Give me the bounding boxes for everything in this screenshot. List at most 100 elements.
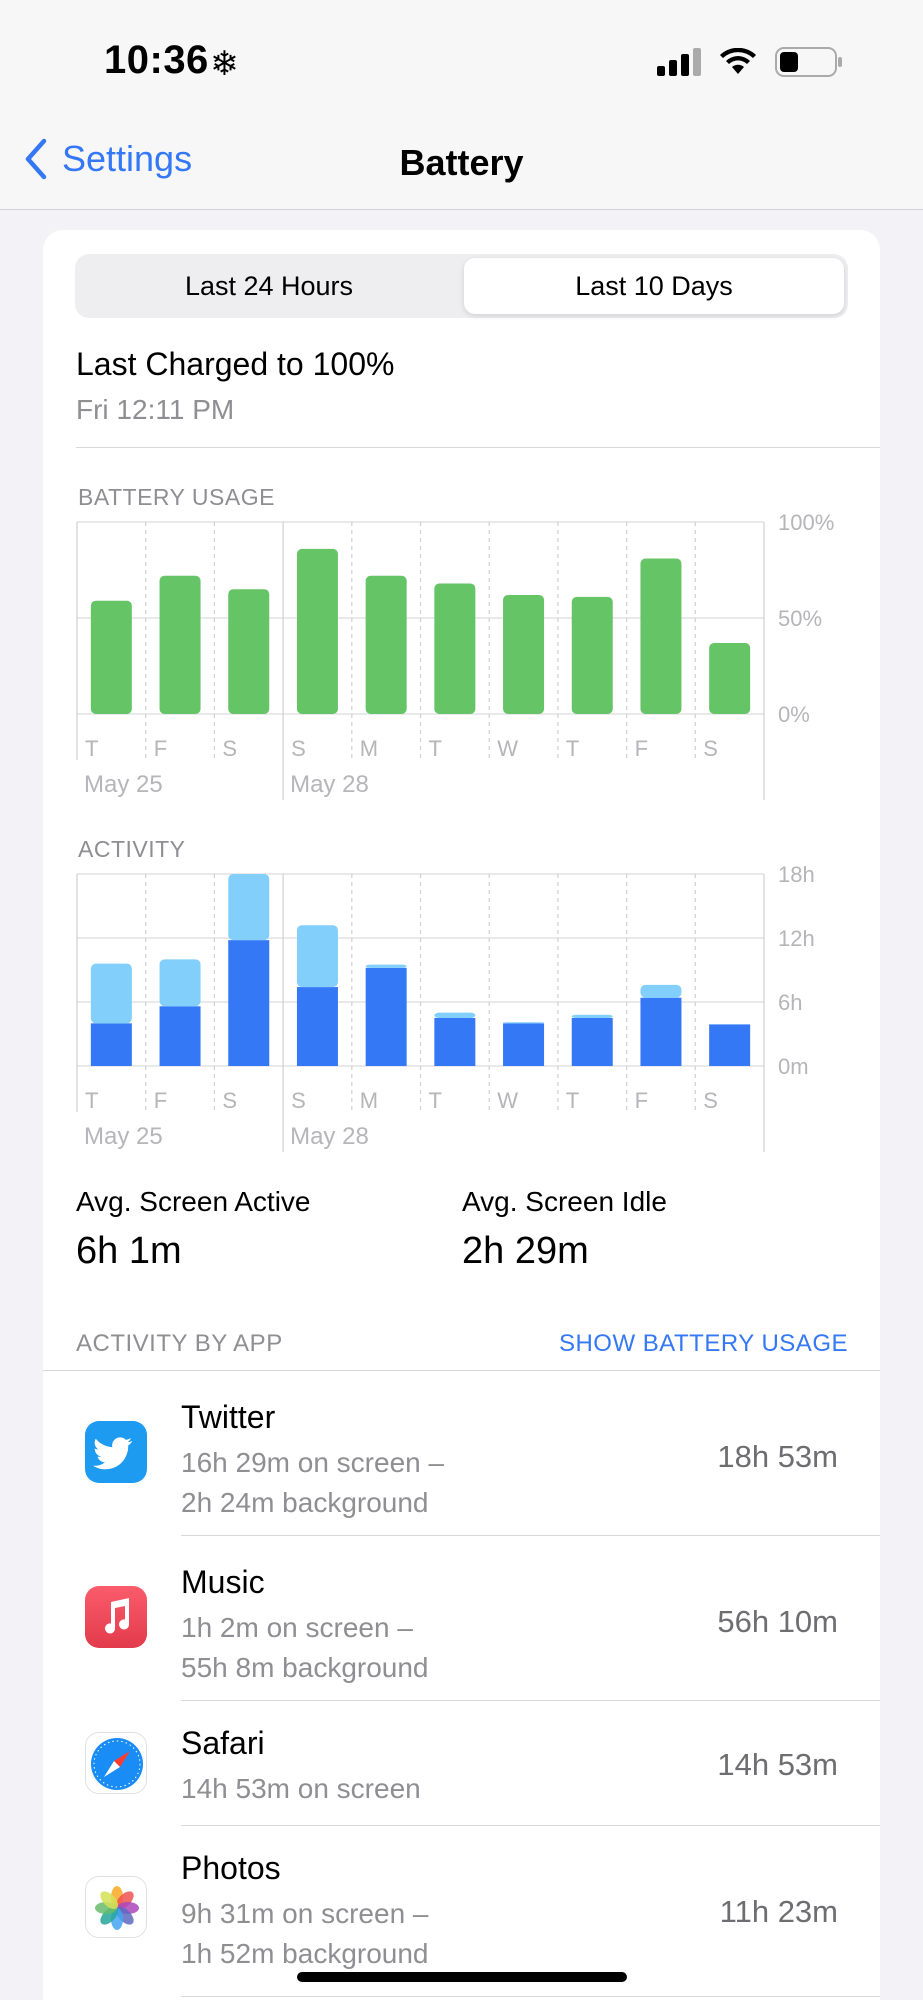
- battery-x-tick-label: F: [154, 736, 167, 761]
- app-total-time: 56h 10m: [717, 1604, 838, 1639]
- music-icon: [85, 1586, 147, 1648]
- battery-x-tick-label: W: [497, 736, 518, 761]
- avg-screen-idle-label: Avg. Screen Idle: [462, 1186, 667, 1217]
- avg-screen-active-value: 6h 1m: [76, 1230, 182, 1272]
- battery-bar: [90, 600, 132, 714]
- activity-x-tick-label: W: [497, 1088, 518, 1113]
- activity-y-tick-label: 6h: [778, 990, 802, 1015]
- app-detail: 1h 2m on screen –: [181, 1612, 413, 1643]
- battery-bar: [503, 594, 545, 714]
- battery-x-tick-label: S: [291, 736, 306, 761]
- battery-x-tick-label: T: [566, 736, 579, 761]
- battery-x-tick-label: T: [429, 736, 442, 761]
- avg-screen-active-label: Avg. Screen Active: [76, 1186, 311, 1217]
- time-range-segmented-control: Last 24 Hours Last 10 Days: [75, 254, 848, 318]
- activity-bar: [365, 967, 407, 1066]
- battery-bar: [571, 596, 613, 714]
- divider: [76, 447, 880, 448]
- activity-label: ACTIVITY: [78, 836, 186, 862]
- app-row-twitter[interactable]: Twitter 16h 29m on screen – 2h 24m backg…: [43, 1371, 880, 1535]
- divider: [181, 1700, 880, 1701]
- activity-bar: [571, 1018, 613, 1066]
- battery-x-tick-label: S: [222, 736, 237, 761]
- app-name: Safari: [181, 1725, 265, 1761]
- divider: [181, 1825, 880, 1826]
- activity-bar: [296, 925, 338, 988]
- app-total-time: 11h 23m: [719, 1894, 838, 1929]
- segment-last-24-hours[interactable]: Last 24 Hours: [184, 270, 354, 301]
- app-name: Twitter: [181, 1399, 276, 1435]
- app-detail: 55h 8m background: [181, 1652, 429, 1683]
- activity-bar: [503, 1022, 545, 1024]
- app-detail: 2h 24m background: [181, 1487, 429, 1518]
- activity-bar: [159, 1006, 201, 1066]
- activity-bar: [90, 963, 132, 1024]
- activity-bar: [640, 984, 682, 998]
- charts-area: 100% 50% 0% T F S S M T W T F S May 25 May 28 18h 12h 6h 0…: [76, 510, 834, 1152]
- activity-x-tick-label: F: [154, 1088, 167, 1113]
- activity-bar: [365, 964, 407, 968]
- divider: [181, 1996, 880, 1997]
- activity-bar: [159, 959, 201, 1007]
- battery-x-tick-label: F: [635, 736, 648, 761]
- battery-bar: [365, 575, 407, 714]
- app-detail: 16h 29m on screen –: [181, 1447, 445, 1478]
- last-charged-title: Last Charged to 100%: [76, 346, 395, 382]
- wifi-icon: [720, 48, 756, 74]
- status-bar: 10:36 ❄: [0, 0, 923, 118]
- activity-bar: [228, 940, 270, 1066]
- photos-icon: [85, 1876, 147, 1938]
- twitter-icon: [85, 1421, 147, 1483]
- activity-date-label: May 28: [290, 1123, 369, 1150]
- app-row-music[interactable]: Music 1h 2m on screen – 55h 8m backgroun…: [43, 1536, 880, 1700]
- status-time: 10:36: [104, 38, 209, 82]
- battery-date-label: May 28: [290, 771, 369, 798]
- chevron-left-icon: [25, 138, 47, 180]
- show-battery-usage-link[interactable]: SHOW BATTERY USAGE: [558, 1330, 848, 1357]
- activity-bar: [640, 997, 682, 1066]
- activity-by-app-label: ACTIVITY BY APP: [76, 1330, 283, 1357]
- activity-bar: [90, 1023, 132, 1066]
- battery-bar: [228, 589, 270, 714]
- last-charged-time: Fri 12:11 PM: [76, 394, 235, 425]
- battery-card: Last 24 Hours Last 10 Days Last Charged …: [43, 230, 880, 2000]
- divider: [181, 1535, 880, 1536]
- status-icons: [657, 46, 843, 78]
- battery-bar: [296, 548, 338, 714]
- battery-bar: [640, 558, 682, 714]
- app-detail: 1h 52m background: [181, 1938, 429, 1969]
- activity-y-tick-label: 12h: [778, 926, 815, 951]
- activity-bar: [296, 987, 338, 1066]
- home-indicator[interactable]: [297, 1972, 627, 1982]
- avg-screen-idle-value: 2h 29m: [462, 1230, 589, 1272]
- battery-bar: [709, 642, 751, 714]
- cellular-signal-icon: [657, 48, 701, 76]
- app-row-photos[interactable]: Photos 9h 31m on screen – 1h 52m backgro…: [43, 1826, 880, 1996]
- battery-date-label: May 25: [84, 771, 163, 798]
- back-button[interactable]: Settings: [24, 138, 192, 180]
- app-total-time: 14h 53m: [717, 1747, 838, 1782]
- activity-x-tick-label: T: [429, 1088, 442, 1113]
- activity-y-tick-label: 18h: [778, 862, 815, 887]
- activity-x-tick-label: M: [360, 1088, 378, 1113]
- battery-x-tick-label: M: [360, 736, 378, 761]
- activity-bar: [571, 1014, 613, 1018]
- battery-bar: [159, 575, 201, 714]
- activity-y-tick-label: 0m: [778, 1054, 809, 1079]
- app-detail: 9h 31m on screen –: [181, 1898, 429, 1929]
- battery-bar: [434, 583, 476, 714]
- battery-x-tick-label: T: [85, 736, 98, 761]
- app-row-safari[interactable]: Safari 14h 53m on screen 14h 53m: [43, 1701, 880, 1825]
- activity-x-tick-label: S: [703, 1088, 718, 1113]
- battery-icon: [775, 47, 842, 77]
- battery-y-tick-label: 0%: [778, 702, 810, 727]
- segment-last-10-days[interactable]: Last 10 Days: [464, 258, 844, 314]
- activity-x-tick-label: S: [291, 1088, 306, 1113]
- activity-bar: [434, 1018, 476, 1066]
- battery-y-tick-label: 50%: [778, 606, 822, 631]
- activity-x-tick-label: T: [85, 1088, 98, 1113]
- activity-date-label: May 25: [84, 1123, 163, 1150]
- navigation-bar: Settings Battery: [0, 118, 923, 210]
- activity-bar: [434, 1012, 476, 1018]
- activity-bar: [709, 1024, 751, 1066]
